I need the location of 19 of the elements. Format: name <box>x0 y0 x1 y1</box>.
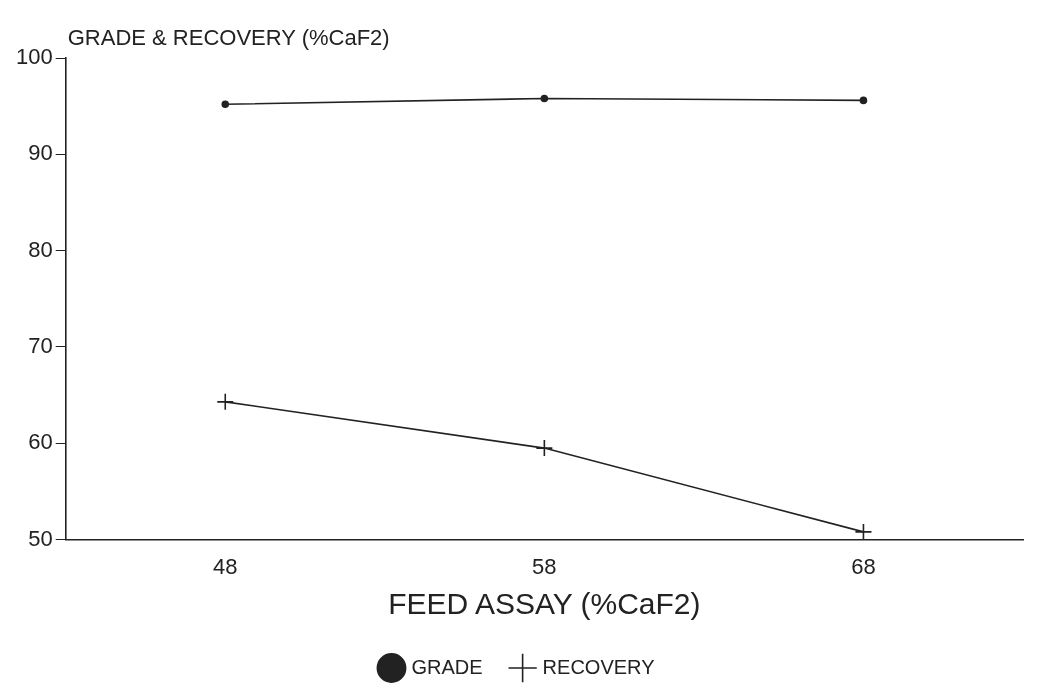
y-tick-label: 90 <box>28 140 53 166</box>
x-axis-title: FEED ASSAY (%CaF2) <box>388 587 701 621</box>
point <box>221 100 230 109</box>
legend-label: GRADE <box>411 655 483 678</box>
point <box>216 393 235 411</box>
y-tick-label: 70 <box>28 333 53 359</box>
point <box>535 439 554 457</box>
legend-label: RECOVERY <box>542 655 655 678</box>
y-tick-label: 60 <box>28 429 53 455</box>
point <box>854 523 873 540</box>
point <box>540 94 549 103</box>
y-axis-title: GRADE & RECOVERY (%CaF2) <box>67 25 390 51</box>
x-tick-label: 58 <box>532 553 557 579</box>
point <box>859 96 868 105</box>
y-tick-label: 100 <box>15 44 53 70</box>
x-tick-label: 48 <box>213 553 238 579</box>
y-tick-label: 50 <box>28 525 53 551</box>
x-tick-label: 68 <box>851 553 876 579</box>
y-tick-label: 80 <box>28 236 53 262</box>
